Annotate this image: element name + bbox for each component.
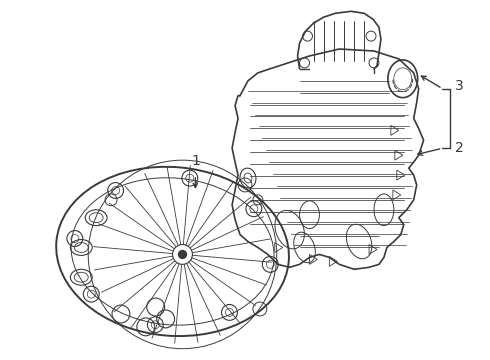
Text: 1: 1 <box>191 154 200 168</box>
Text: 3: 3 <box>455 79 464 93</box>
Circle shape <box>178 251 187 258</box>
Text: 2: 2 <box>455 141 464 155</box>
